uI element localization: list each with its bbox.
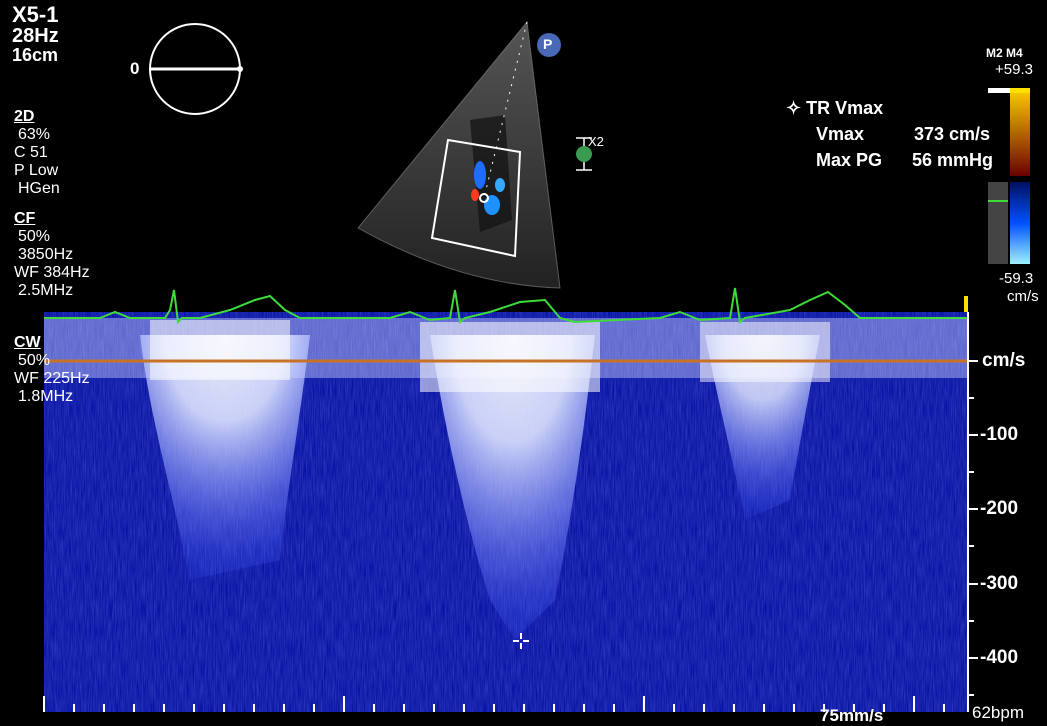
color-scale-bottom: -59.3 xyxy=(999,270,1034,287)
probe-marker-label: P xyxy=(543,36,553,52)
frame-rate: 28Hz xyxy=(12,25,59,47)
measurement-title: ✧ TR Vmax xyxy=(786,98,883,119)
color-scale-lower xyxy=(1010,182,1030,264)
mode-2d-title: 2D xyxy=(14,108,35,125)
color-scale-upper xyxy=(1010,88,1030,176)
mode-2d-compress: C 51 xyxy=(14,144,48,161)
velocity-tick-300: -300 xyxy=(980,573,1019,594)
vmax-value: 373 cm/s xyxy=(914,124,991,144)
mode-cf-prf: 3850Hz xyxy=(18,246,74,263)
velocity-tick-200: -200 xyxy=(980,498,1019,519)
vmax-label: Vmax xyxy=(816,124,865,144)
mode-cw-freq: 1.8MHz xyxy=(18,388,74,405)
mode-cf-gain: 50% xyxy=(18,228,51,245)
velocity-tick-400: -400 xyxy=(980,647,1019,668)
max-pg-value: 56 mmHg xyxy=(912,150,994,170)
mode-cf-wall-filter: WF 384Hz xyxy=(14,264,90,281)
probe-name: X5-1 xyxy=(12,2,59,27)
mode-2d-power: P Low xyxy=(14,162,59,179)
tr-jet-2 xyxy=(430,335,595,640)
ecg-trace xyxy=(44,287,968,325)
color-scale-top: +59.3 xyxy=(995,61,1033,78)
velocity-tick-100: -100 xyxy=(980,424,1019,445)
ecg-marker xyxy=(964,296,968,312)
heart-rate: 62bpm xyxy=(972,703,1024,722)
measurement-name: TR Vmax xyxy=(806,98,884,118)
color-map-label: M2 M4 xyxy=(986,46,1023,60)
echo-sector xyxy=(358,22,560,288)
probe-marker-circle xyxy=(537,33,561,57)
depth-marker-label: X2 xyxy=(588,134,604,149)
max-pg-label: Max PG xyxy=(816,150,883,170)
mode-cw-title: CW xyxy=(14,334,41,351)
mode-cf-title: CF xyxy=(14,210,36,227)
velocity-axis-unit: cm/s xyxy=(982,350,1026,371)
mode-cw-gain: 50% xyxy=(18,352,51,369)
vmax-cursor[interactable] xyxy=(513,633,529,649)
crosshair-icon: ✧ xyxy=(786,98,802,118)
depth: 16cm xyxy=(12,45,59,65)
mode-2d-freq: HGen xyxy=(18,180,60,197)
tr-jet-1 xyxy=(140,335,310,580)
mode-cw-wall-filter: WF 225Hz xyxy=(14,370,90,387)
mode-2d-gain: 63% xyxy=(18,126,51,143)
mode-cf-freq: 2.5MHz xyxy=(18,282,74,299)
time-axis-ticks xyxy=(43,696,945,712)
orientation-angle: 0 xyxy=(130,59,140,78)
velocity-axis-ticks xyxy=(968,360,978,696)
color-scale-unit: cm/s xyxy=(1007,288,1039,305)
sweep-speed: 75mm/s xyxy=(820,706,884,725)
